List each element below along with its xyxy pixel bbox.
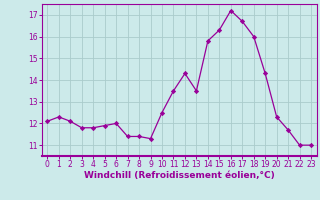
X-axis label: Windchill (Refroidissement éolien,°C): Windchill (Refroidissement éolien,°C) <box>84 171 275 180</box>
